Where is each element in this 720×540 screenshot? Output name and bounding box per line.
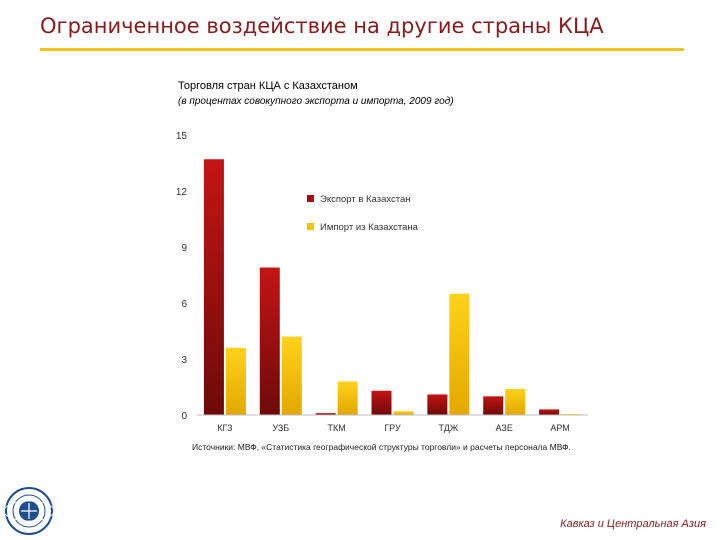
bar-export: [427, 394, 448, 415]
legend-label: Импорт из Казахстана: [320, 222, 419, 233]
y-tick-label: 0: [181, 411, 187, 422]
x-tick-label: ТДЖ: [439, 423, 459, 433]
bar-import: [449, 293, 470, 415]
footer-caption: Кавказ и Центральная Азия: [560, 518, 706, 530]
legend-label: Экспорт в Казахстан: [320, 194, 411, 205]
legend-swatch: [307, 223, 314, 230]
bar-export: [259, 267, 280, 415]
x-tick-label: ГРУ: [384, 423, 401, 433]
bar-export: [315, 413, 336, 415]
bar-import: [337, 381, 358, 415]
source-note: Источники: МВФ, «Статистика географическ…: [192, 442, 571, 452]
bar-import: [505, 388, 526, 415]
chart-subtitle: (в процентах совокупного экспорта и импо…: [178, 96, 454, 107]
x-tick-label: КГЗ: [217, 423, 232, 433]
x-tick-label: АРМ: [550, 423, 569, 433]
bar-export: [203, 159, 224, 415]
bar-import: [393, 411, 414, 415]
y-tick-label: 3: [181, 355, 187, 366]
bar-export: [483, 396, 504, 415]
legend-swatch: [307, 195, 314, 202]
y-tick-label: 15: [176, 131, 188, 142]
bar-import: [225, 347, 246, 415]
x-tick-label: АЗЕ: [496, 423, 513, 433]
y-tick-label: 6: [181, 299, 187, 310]
title-underline: [40, 48, 684, 51]
y-tick-label: 9: [181, 243, 187, 254]
y-tick-label: 12: [176, 187, 188, 198]
slide-title: Ограниченное воздействие на другие стран…: [40, 14, 604, 38]
bar-export: [539, 409, 560, 415]
chart-title: Торговля стран КЦА с Казахстаном: [178, 80, 358, 92]
bar-export: [371, 390, 392, 415]
x-tick-label: УЗБ: [272, 423, 289, 433]
x-tick-label: ТКМ: [328, 423, 346, 433]
bar-import: [281, 336, 302, 415]
imf-seal-icon: [4, 487, 54, 535]
